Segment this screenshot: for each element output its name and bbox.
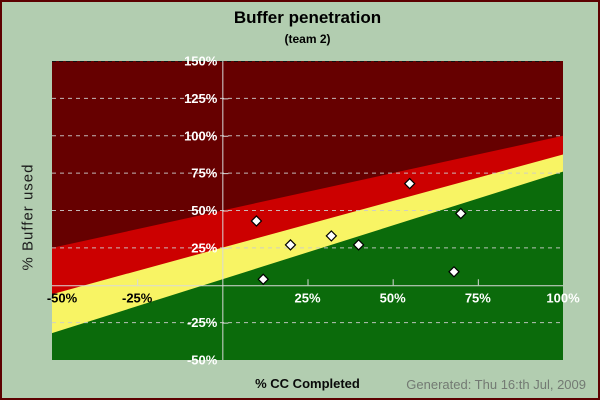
data-point-diamond — [448, 265, 460, 278]
x-tick-label: 50% — [380, 290, 406, 305]
generated-timestamp: Generated: Thu 16:th Jul, 2009 — [406, 377, 586, 392]
y-tick-label: -25% — [187, 315, 218, 330]
data-point-diamond — [284, 239, 297, 251]
data-point-diamond — [325, 230, 338, 242]
data-point-diamond — [454, 207, 467, 220]
x-tick-label: 100% — [546, 290, 580, 305]
x-tick-label: 25% — [294, 290, 320, 305]
y-tick-label: 125% — [184, 91, 218, 106]
x-tick-label: 75% — [465, 290, 491, 305]
y-tick-label: 25% — [191, 240, 217, 255]
data-point-diamond — [403, 177, 416, 190]
data-point-diamond — [257, 273, 270, 286]
data-point-diamond — [352, 239, 365, 251]
x-tick-label: -25% — [122, 290, 153, 305]
green-zone — [52, 171, 563, 360]
x-axis-title: % CC Completed — [255, 376, 360, 391]
y-tick-label: 100% — [184, 128, 218, 143]
chart-title: Buffer penetration — [233, 8, 382, 27]
y-tick-label: 75% — [191, 166, 217, 181]
y-tick-label: 150% — [184, 54, 218, 69]
x-tick-label: -50% — [47, 290, 78, 305]
data-point-diamond — [250, 215, 263, 227]
chart-subtitle: (team 2) — [284, 32, 331, 46]
y-tick-label: -50% — [187, 353, 218, 368]
y-axis-title: % Buffer used — [19, 163, 37, 271]
y-tick-label: 50% — [191, 203, 217, 218]
